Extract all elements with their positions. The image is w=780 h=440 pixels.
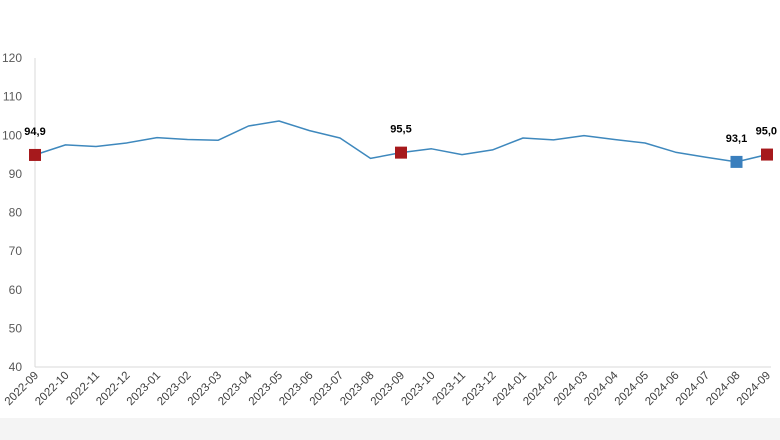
highlight-marker [29,148,41,161]
data-label: 95,0 [756,126,777,138]
data-label: 93,1 [726,133,747,145]
y-tick-label: 120 [2,51,22,65]
y-tick-label: 90 [9,167,23,181]
y-tick-label: 80 [9,206,23,220]
y-tick-label: 100 [2,128,22,142]
y-tick-label: 50 [9,321,23,335]
data-label: 94,9 [24,126,45,138]
y-tick-label: 70 [9,244,23,258]
highlight-marker [761,148,773,161]
y-tick-label: 40 [9,360,23,374]
y-tick-label: 110 [3,90,22,104]
highlight-marker [395,146,407,159]
y-tick-label: 60 [9,283,23,297]
x-tick-label: 2022-10 [33,370,71,408]
x-tick-label: 2024-09 [735,370,773,408]
highlight-marker [730,155,743,168]
bottom-band [0,418,780,440]
data-label: 95,5 [390,124,411,136]
x-tick-label: 2023-10 [399,370,437,408]
